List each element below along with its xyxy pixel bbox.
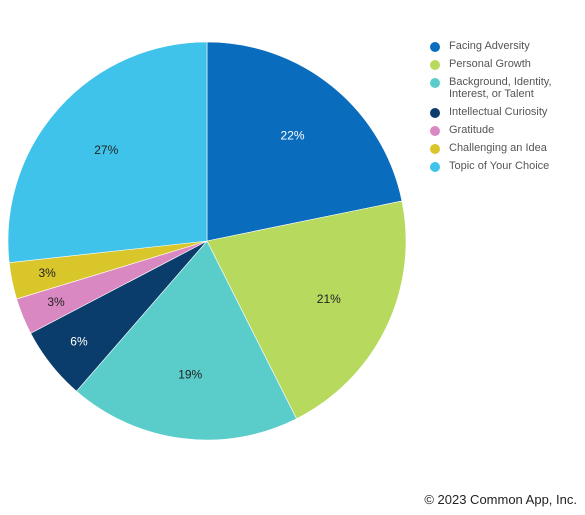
pie-slice-background-identity-interest-or-talent	[76, 240, 297, 441]
slice-value-label: 19%	[178, 367, 202, 381]
legend-label: Gratitude	[449, 124, 495, 136]
slice-value-label: 6%	[70, 334, 88, 348]
pie-slice-topic-of-your-choice	[7, 41, 208, 263]
legend-item: Background, Identity, Interest, or Talen…	[430, 76, 580, 100]
legend-swatch-icon	[430, 60, 440, 70]
legend-label: Intellectual Curiosity	[449, 106, 548, 118]
legend-label: Personal Growth	[449, 58, 531, 70]
legend-item: Challenging an Idea	[430, 142, 580, 154]
copyright-notice: © 2023 Common App, Inc.	[424, 492, 577, 507]
legend-item: Intellectual Curiosity	[430, 106, 580, 118]
slice-value-label: 3%	[47, 295, 65, 309]
slice-value-label: 27%	[94, 143, 118, 157]
pie-slice-personal-growth	[206, 200, 407, 420]
legend-label: Topic of Your Choice	[449, 160, 550, 172]
legend-swatch-icon	[430, 78, 440, 88]
slice-value-label: 3%	[38, 266, 56, 280]
legend-item: Topic of Your Choice	[430, 160, 580, 172]
legend-label: Facing Adversity	[449, 40, 530, 52]
legend-label: Background, Identity, Interest, or Talen…	[449, 76, 552, 100]
legend-swatch-icon	[430, 126, 440, 136]
legend-item: Personal Growth	[430, 58, 580, 70]
slice-value-label: 22%	[281, 128, 305, 142]
legend-item: Gratitude	[430, 124, 580, 136]
legend-label: Challenging an Idea	[449, 142, 547, 154]
legend-swatch-icon	[430, 108, 440, 118]
chart-legend: Facing Adversity Personal Growth Backgroun…	[430, 40, 580, 178]
legend-swatch-icon	[430, 162, 440, 172]
pie-slice-facing-adversity	[206, 41, 403, 242]
slice-value-label: 21%	[317, 292, 341, 306]
legend-swatch-icon	[430, 144, 440, 154]
legend-swatch-icon	[430, 42, 440, 52]
legend-item: Facing Adversity	[430, 40, 580, 52]
